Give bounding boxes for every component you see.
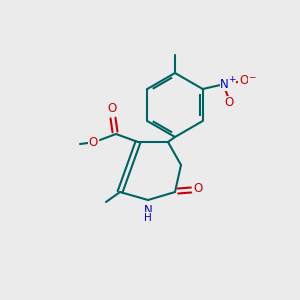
Text: O: O xyxy=(194,182,202,196)
Text: N: N xyxy=(144,203,152,217)
Text: N: N xyxy=(220,77,229,91)
Text: O: O xyxy=(239,74,248,86)
Text: O: O xyxy=(107,103,117,116)
Text: +: + xyxy=(228,74,236,83)
Text: O: O xyxy=(88,136,98,148)
Text: −: − xyxy=(248,73,256,82)
Text: O: O xyxy=(224,97,233,110)
Text: H: H xyxy=(144,213,152,223)
